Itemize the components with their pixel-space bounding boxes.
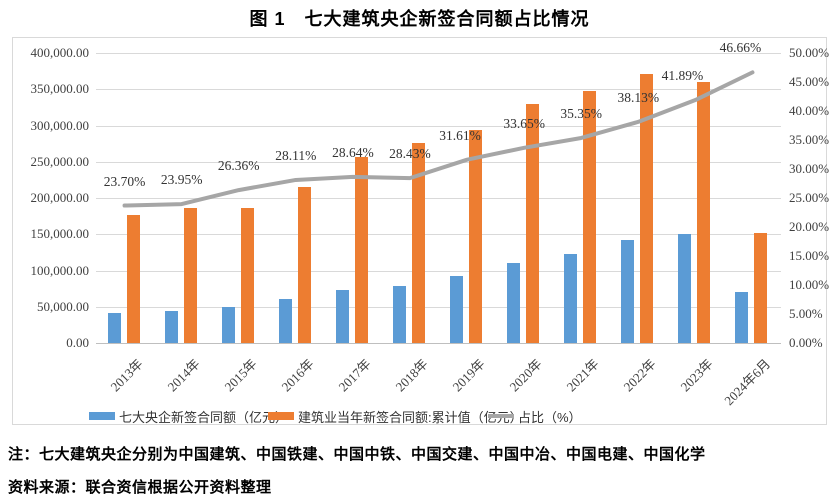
ratio-point-label: 26.36% (217, 158, 260, 174)
y-axis-right-tick: 0.00% (789, 335, 823, 350)
gridline (96, 53, 781, 54)
y-axis-left-tick: 150,000.00 (30, 226, 90, 242)
bar-industry-total-2019年 (469, 129, 483, 343)
ratio-point-label: 23.95% (160, 172, 203, 188)
y-axis-left-tick: 200,000.00 (30, 190, 90, 205)
y-axis-right-tick: 15.00% (789, 248, 830, 263)
bar-seven-soe-2013年 (107, 312, 121, 343)
x-axis-tick: 2016年 (278, 356, 317, 395)
x-axis-tick: 2019年 (449, 356, 488, 395)
ratio-point-label: 23.70% (103, 173, 146, 189)
x-axis-tick: 2017年 (335, 356, 374, 395)
bar-seven-soe-2020年 (507, 262, 521, 343)
gridline (96, 234, 781, 236)
bar-seven-soe-2024年6月 (735, 291, 749, 343)
legend-swatch-icon (268, 412, 294, 420)
ratio-point-label: 28.43% (389, 146, 431, 162)
y-axis-right-tick: 35.00% (789, 132, 830, 147)
legend-item-ratio: 占比（%） (488, 408, 582, 425)
y-axis-left-tick: 350,000.00 (30, 81, 90, 97)
x-axis-tick: 2014年 (164, 356, 203, 395)
y-axis-right-tick: 10.00% (789, 277, 830, 292)
bar-seven-soe-2018年 (392, 286, 406, 343)
legend-label: 七大央企新签合同额（亿元） (119, 409, 289, 425)
gridline (96, 270, 781, 272)
y-axis-left-tick: 100,000.00 (30, 262, 90, 278)
gridline (96, 125, 781, 127)
bar-industry-total-2016年 (297, 187, 311, 343)
bar-seven-soe-2015年 (221, 307, 235, 343)
bar-industry-total-2022年 (640, 74, 654, 343)
bar-industry-total-2024年6月 (754, 232, 768, 343)
x-axis-tick: 2024年6月 (721, 356, 774, 409)
x-axis-tick: 2021年 (563, 356, 602, 395)
y-axis-right-tick: 40.00% (789, 103, 830, 118)
legend-label: 建筑业当年新签合同额:累计值（亿元） (298, 409, 523, 425)
bar-industry-total-2013年 (126, 215, 140, 343)
bar-seven-soe-2014年 (164, 310, 178, 343)
chart-note: 注：七大建筑央企分别为中国建筑、中国铁建、中国中铁、中国交建、中国中冶、中国电建… (8, 447, 706, 463)
x-axis-line (96, 343, 781, 344)
ratio-point-label: 33.65% (503, 115, 545, 131)
y-axis-left-tick: 50,000.00 (37, 298, 89, 314)
ratio-point-label: 28.64% (332, 144, 374, 160)
y-axis-right-tick: 20.00% (789, 219, 830, 234)
x-axis-tick: 2023年 (677, 356, 717, 395)
bar-seven-soe-2016年 (278, 299, 292, 343)
gridline (96, 198, 781, 199)
legend-item-industry-total: 建筑业当年新签合同额:累计值（亿元） (268, 408, 523, 425)
y-axis-left-tick: 300,000.00 (30, 117, 90, 133)
x-axis-tick: 2020年 (506, 356, 545, 395)
bar-industry-total-2018年 (411, 142, 425, 343)
legend-swatch-icon (488, 414, 514, 418)
ratio-point-label: 41.89% (661, 68, 704, 84)
bar-industry-total-2023年 (697, 82, 711, 343)
ratio-point-label: 35.35% (560, 105, 603, 121)
y-axis-right-tick: 50.00% (789, 45, 830, 60)
bar-industry-total-2017年 (354, 157, 368, 343)
chart-title: 图 1 七大建筑央企新签合同额占比情况 (249, 9, 590, 29)
gridline (96, 89, 781, 91)
bar-industry-total-2015年 (240, 208, 254, 343)
legend-item-seven-soe: 七大央企新签合同额（亿元） (89, 408, 289, 425)
chart-area: 0.00 50,000.00 100,000.00 150,000.00 200,000… (12, 37, 829, 425)
y-axis-right-tick: 30.00% (789, 161, 830, 176)
y-axis-right-tick: 25.00% (789, 190, 830, 205)
bar-seven-soe-2019年 (450, 275, 464, 343)
bar-industry-total-2020年 (526, 103, 540, 343)
gridline (96, 306, 781, 308)
gridline (96, 161, 781, 163)
ratio-point-label: 46.66% (719, 40, 762, 56)
legend-swatch-icon (89, 412, 115, 420)
x-axis-tick: 2015年 (221, 356, 260, 395)
y-axis-right-tick: 45.00% (789, 74, 830, 89)
ratio-point-label: 28.11% (275, 147, 317, 163)
x-axis-tick: 2013年 (107, 356, 146, 395)
bar-seven-soe-2021年 (564, 253, 578, 343)
x-axis-tick: 2022年 (620, 356, 660, 395)
bar-seven-soe-2023年 (678, 233, 692, 343)
x-axis-tick: 2018年 (392, 356, 431, 395)
ratio-point-label: 31.61% (439, 127, 481, 143)
y-axis-left-tick: 250,000.00 (30, 153, 90, 169)
bar-industry-total-2021年 (583, 90, 597, 343)
y-axis-left-tick: 400,000.00 (30, 45, 90, 60)
legend-label: 占比（%） (518, 409, 582, 425)
y-axis-right-tick: 5.00% (789, 306, 823, 321)
bar-industry-total-2014年 (183, 208, 197, 343)
y-axis-left-tick: 0.00 (66, 335, 89, 350)
bar-seven-soe-2022年 (621, 240, 635, 343)
bar-seven-soe-2017年 (335, 289, 349, 343)
chart-source: 资料来源：联合资信根据公开资料整理 (8, 480, 272, 496)
ratio-point-label: 38.13% (617, 89, 660, 105)
